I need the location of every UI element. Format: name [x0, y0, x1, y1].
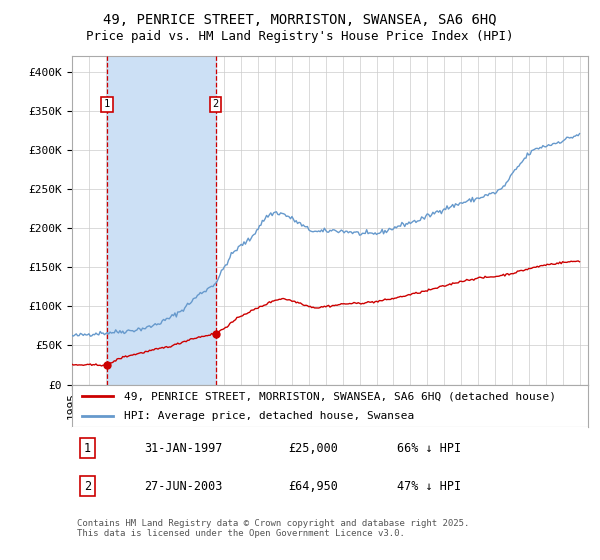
Text: 1: 1 — [104, 100, 110, 110]
Text: Contains HM Land Registry data © Crown copyright and database right 2025.
This d: Contains HM Land Registry data © Crown c… — [77, 519, 470, 538]
Text: 49, PENRICE STREET, MORRISTON, SWANSEA, SA6 6HQ: 49, PENRICE STREET, MORRISTON, SWANSEA, … — [103, 13, 497, 27]
Text: 2: 2 — [84, 480, 91, 493]
Text: 2: 2 — [212, 100, 219, 110]
Text: 49, PENRICE STREET, MORRISTON, SWANSEA, SA6 6HQ (detached house): 49, PENRICE STREET, MORRISTON, SWANSEA, … — [124, 391, 556, 402]
Bar — [107, 56, 215, 385]
Text: £25,000: £25,000 — [289, 442, 338, 455]
Text: 1: 1 — [84, 442, 91, 455]
Text: £64,950: £64,950 — [289, 480, 338, 493]
Text: 27-JUN-2003: 27-JUN-2003 — [144, 480, 223, 493]
Text: 66% ↓ HPI: 66% ↓ HPI — [397, 442, 461, 455]
Text: HPI: Average price, detached house, Swansea: HPI: Average price, detached house, Swan… — [124, 412, 414, 421]
Text: 47% ↓ HPI: 47% ↓ HPI — [397, 480, 461, 493]
Text: 31-JAN-1997: 31-JAN-1997 — [144, 442, 223, 455]
Text: Price paid vs. HM Land Registry's House Price Index (HPI): Price paid vs. HM Land Registry's House … — [86, 30, 514, 43]
